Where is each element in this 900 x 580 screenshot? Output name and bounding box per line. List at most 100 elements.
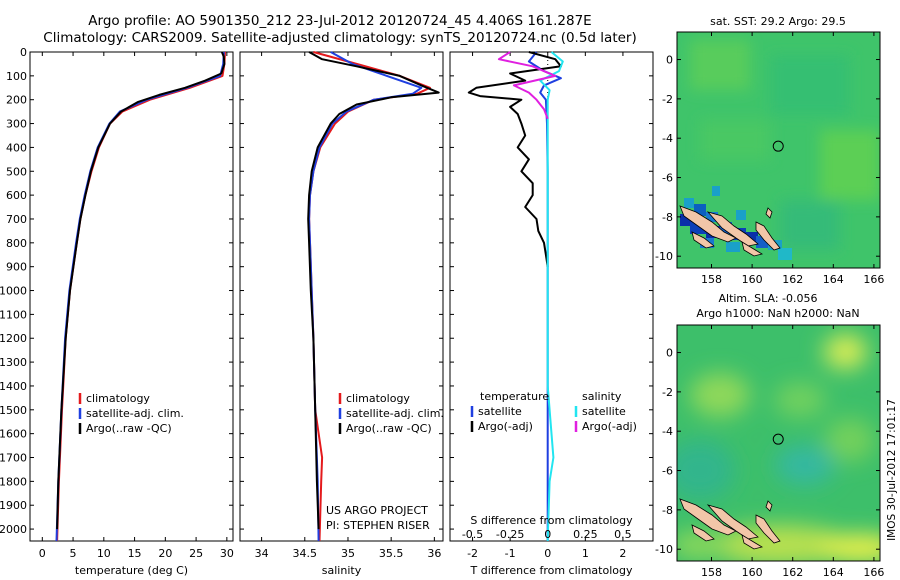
difference-xtick-label: -1 [505,547,516,560]
sla-map-ytick-label: -4 [662,425,673,438]
sla-map-ytick-label: -10 [655,543,673,556]
sst-map-ytick-label: 0 [666,54,673,67]
temperature-legend-2-label: Argo(..raw -QC) [86,422,172,435]
difference-legend-header-0: temperature [480,390,549,403]
difference-s-tick-label: 0 [544,528,551,541]
salinity-legend-0-label: climatology [346,392,410,405]
depth-ytick-label: 1300 [0,356,27,369]
depth-ytick-label: 1600 [0,428,27,441]
salinity-xtick-label: 36 [427,547,441,560]
sla-map-axes: 158 160 162 164 166 0 -2 -4 -6 -8 -10 [655,325,884,579]
depth-ytick-label: 900 [6,261,27,274]
depth-ytick-label: 0 [20,46,27,59]
sst-map-xtick-label: 164 [823,273,844,286]
sst-map-ytick-label: -6 [662,172,673,185]
timestamp-stamp: IMOS 30-Jul-2012 17:01:17 [886,399,898,541]
difference-legend-header-1: salinity [582,390,622,403]
sla-map-xtick-label: 160 [742,566,763,579]
salinity-legend-1-label: satellite-adj. clim. [346,407,444,420]
depth-ytick-label: 100 [6,70,27,83]
difference-legend-3-label: Argo(-adj) [582,420,637,433]
sla-map-field [677,325,880,561]
sla-map-ytick-label: -6 [662,465,673,478]
temperature-xtick-label: 30 [220,547,234,560]
temperature-xtick-label: 20 [158,547,172,560]
difference-s-tick-label: 0.25 [573,528,598,541]
depth-ytick-label: 800 [6,237,27,250]
sst-argo-marker [772,140,784,152]
depth-ytick-label: 1100 [0,308,27,321]
sst-map-xtick-label: 166 [863,273,884,286]
sst-map-ytick-label: -10 [655,250,673,263]
depth-ytick-label: 1500 [0,404,27,417]
temperature-line-2 [56,51,226,530]
salinity-line-0 [308,51,431,542]
depth-ytick-label: 200 [6,94,27,107]
temperature-xtick-label: 15 [128,547,142,560]
sla-map-xtick-label: 164 [823,566,844,579]
salinity-xtick-label: 35 [341,547,355,560]
sst-map-frame [676,31,881,269]
depth-ytick-label: 1400 [0,380,27,393]
islands-sla [679,498,781,550]
sla-map-ytick-label: -2 [662,386,673,399]
temperature-line-0 [56,51,226,542]
sst-map-title: sat. SST: 29.2 Argo: 29.5 [710,15,846,28]
sla-map-title: Altim. SLA: -0.056 [718,292,817,305]
difference-s-label: S difference from climatology [470,514,633,527]
difference-legend-0-label: satellite [478,405,522,418]
difference-line-2 [539,51,564,542]
difference-xlabel: T difference from climatology [470,564,633,577]
temperature-xtick-label: 0 [39,547,46,560]
difference-xtick-label: 1 [582,547,589,560]
temperature-frame [29,51,234,542]
difference-legend-1-label: Argo(-adj) [478,420,533,433]
depth-ytick-label: 2000 [0,523,27,536]
salinity-legend-2-label: Argo(..raw -QC) [346,422,432,435]
sst-map-axes: 158 160 162 164 166 0 -2 -4 -6 -8 -10 [655,32,884,286]
salinity-xtick-label: 35.5 [379,547,404,560]
sla-map-subtitle: Argo h1000: NaN h2000: NaN [696,307,859,320]
sst-map-field [677,32,880,268]
difference-xtick-label: 2 [619,547,626,560]
salinity-annotation-0: US ARGO PROJECT [326,504,428,517]
salinity-frame [239,51,444,542]
sla-map-ytick-label: 0 [666,347,673,360]
salinity-annotation-1: PI: STEPHEN RISER [326,519,430,532]
header-line2: Climatology: CARS2009. Satellite-adjuste… [43,30,636,46]
salinity-line-1 [308,51,423,542]
temperature-xtick-label: 10 [97,547,111,560]
temperature-line-1 [55,51,225,542]
sla-map-xtick-label: 166 [863,566,884,579]
sla-argo-marker [772,433,784,445]
temperature-panel: 0 5 10 15 20 25 300100200300400500600700800900… [0,46,234,577]
salinity-line-2 [307,51,440,530]
sla-map-xtick-label: 162 [782,566,803,579]
temperature-legend-1-label: satellite-adj. clim. [86,407,184,420]
depth-ytick-label: 1000 [0,285,27,298]
sla-map-xtick-label: 158 [701,566,722,579]
sst-map-xtick-label: 158 [701,273,722,286]
depth-ytick-label: 1800 [0,475,27,488]
depth-ytick-label: 600 [6,189,27,202]
difference-line-0 [527,51,562,541]
salinity-xtick-label: 34 [255,547,269,560]
sst-map-ytick-label: -4 [662,132,673,145]
salinity-panel: 34 34.5 35 35.5 36 salinity climatology satelli… [239,51,444,577]
depth-ytick-label: 700 [6,213,27,226]
difference-s-tick-label: 0.5 [614,528,632,541]
difference-s-tick-label: -0.5 [462,528,483,541]
sst-map-ytick-label: -2 [662,93,673,106]
difference-line-3 [497,51,557,120]
depth-ytick-label: 1900 [0,499,27,512]
sst-map-xtick-label: 162 [782,273,803,286]
depth-ytick-label: 400 [6,141,27,154]
depth-ytick-label: 300 [6,118,27,131]
depth-ytick-label: 500 [6,165,27,178]
difference-legend-2-label: satellite [582,405,626,418]
salinity-xlabel: salinity [322,564,362,577]
difference-s-tick-label: -0.25 [496,528,524,541]
depth-ytick-label: 1700 [0,452,27,465]
islands [679,205,781,257]
sla-map-ytick-label: -8 [662,504,673,517]
